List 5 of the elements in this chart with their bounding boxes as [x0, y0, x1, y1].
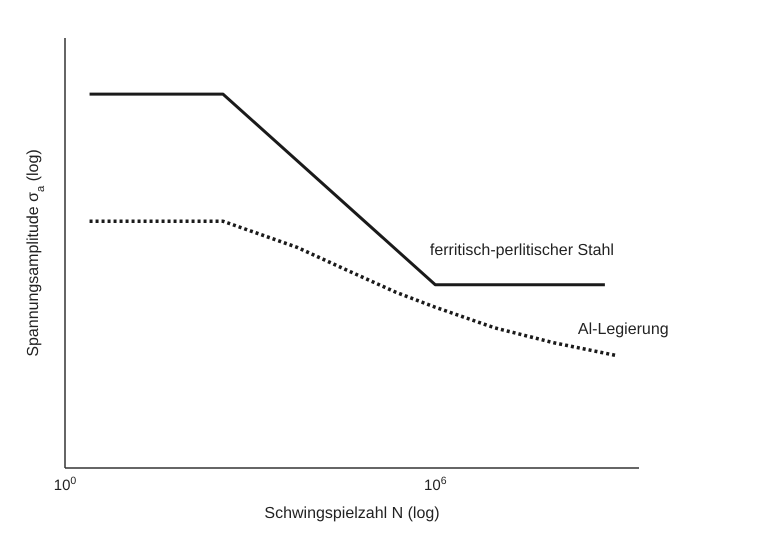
- series-label: Al-Legierung: [578, 320, 669, 338]
- series-label: ferritisch-perlitischer Stahl: [430, 242, 614, 259]
- x-axis-title: Schwingspielzahl N (log): [264, 505, 440, 522]
- x-tick-label: 10$^{0}$: [54, 475, 76, 494]
- x-tick-label: 10$^{6}$: [424, 475, 447, 494]
